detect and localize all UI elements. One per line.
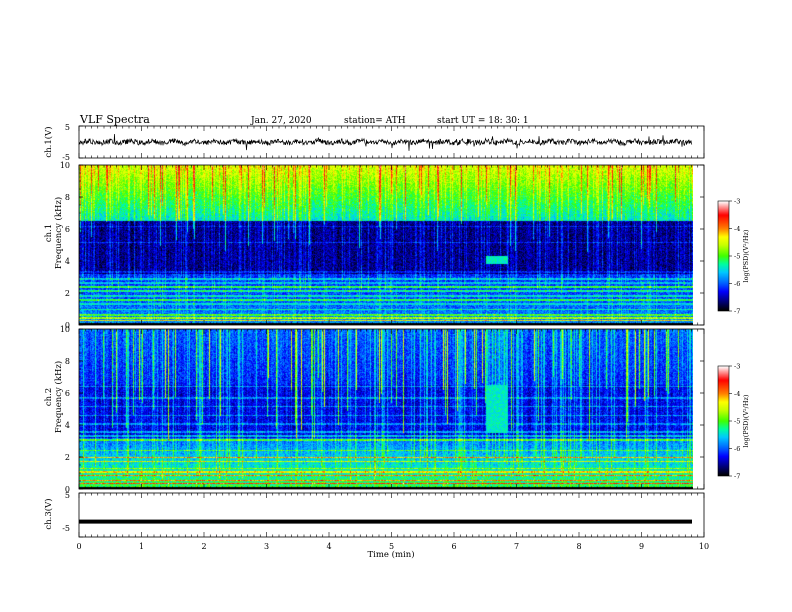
colorbar-tick-label: -7	[734, 308, 740, 316]
ytick-label: 10	[60, 161, 70, 170]
xtick-label: 4	[326, 542, 331, 551]
figure-title: VLF Spectra	[79, 113, 150, 126]
ch2-spectrogram-panel: 0 2 4 6 8 10 ch.2 Frequency (kHz) -3 -4 -5 -6 -7 …	[44, 325, 750, 494]
ch2-spectrogram-channel-label: ch.2	[44, 388, 54, 406]
xtick-label: 10	[699, 542, 709, 551]
ch1-waveform-line	[78, 133, 693, 151]
ch3-waveform-panel: 5 -5 ch.3(V)	[43, 491, 705, 538]
ch1-spectrogram-canvas-wrap	[79, 165, 693, 325]
colorbar-tick-label: -5	[734, 418, 740, 426]
xtick-label: 2	[201, 542, 206, 551]
ytick-label: 4	[65, 257, 70, 266]
ch3-ytick-top: 5	[65, 491, 70, 500]
colorbar-tick-label: -3	[734, 363, 740, 371]
xtick-label: 1	[139, 542, 144, 551]
ch1-colorbar-wrap	[718, 201, 729, 311]
ch1-spectrogram-empty-tail	[693, 165, 704, 325]
ch2-colorbar-wrap	[718, 366, 729, 476]
ch1-colorbar: -3 -4 -5 -6 -7 log(PSD)(V²/Hz)	[717, 198, 750, 316]
ch1-ytick-top: 5	[65, 123, 70, 132]
ch1-spectrogram-yticks: 0 2 4 6 8 10	[60, 161, 704, 330]
ch1-ytick-bottom: -5	[62, 153, 70, 162]
ch1-spectrogram-ylabel: Frequency (kHz)	[53, 197, 64, 269]
xtick-label: 7	[514, 542, 519, 551]
ch2-colorbar-gradient	[718, 366, 729, 476]
ch2-colorbar: -3 -4 -5 -6 -7 log(PSD)(V²/Hz)	[717, 363, 750, 481]
ch1-spectrogram-image	[79, 165, 693, 325]
colorbar-tick-label: -4	[734, 390, 740, 398]
ytick-label: 0	[65, 321, 70, 330]
xtick-label: 5	[389, 542, 394, 551]
ch2-spectrogram-yticks: 0 2 4 6 8 10	[60, 325, 704, 494]
time-axis-label: Time (min)	[367, 549, 414, 560]
ch1-colorbar-gradient	[718, 201, 729, 311]
colorbar-tick-label: -3	[734, 198, 740, 206]
colorbar-tick-label: -6	[734, 280, 740, 288]
ch2-spectrogram-empty-tail	[693, 329, 704, 489]
ch2-colorbar-ticks: -3 -4 -5 -6 -7	[729, 363, 740, 481]
ch3-waveform-frame	[78, 492, 705, 538]
ch1-waveform-panel: 5 -5 ch.1(V)	[43, 123, 705, 162]
ytick-label: 2	[65, 289, 70, 298]
date-label: Jan. 27, 2020	[250, 116, 312, 126]
ch1-colorbar-label: log(PSD)(V²/Hz)	[742, 229, 750, 282]
ytick-label: 6	[65, 389, 70, 398]
station-label: station= ATH	[344, 116, 406, 126]
xtick-label: 6	[451, 542, 456, 551]
ytick-label: 6	[65, 225, 70, 234]
ytick-label: 10	[60, 325, 70, 334]
ch3-ytick-bottom: -5	[62, 524, 70, 533]
colorbar-tick-label: -6	[734, 445, 740, 453]
ch3-waveform-ylabel: ch.3(V)	[43, 498, 54, 529]
ytick-label: 4	[65, 421, 70, 430]
ch2-colorbar-label: log(PSD)(V²/Hz)	[742, 394, 750, 447]
xtick-label: 9	[639, 542, 644, 551]
ch1-waveform-ylabel: ch.1(V)	[43, 126, 54, 157]
xtick-label: 8	[576, 542, 581, 551]
ch3-waveform-ticks	[79, 492, 83, 538]
xtick-label: 3	[264, 542, 269, 551]
xtick-label: 0	[76, 542, 81, 551]
ch1-colorbar-ticks: -3 -4 -5 -6 -7	[729, 198, 740, 316]
colorbar-tick-label: -5	[734, 253, 740, 261]
colorbar-tick-label: -4	[734, 225, 740, 233]
ch1-spectrogram-panel: 0 2 4 6 8 10 ch.1 Frequency (kHz) -3 -4 -5 -6 -7 …	[44, 161, 750, 330]
ch1-spectrogram-channel-label: ch.1	[44, 224, 54, 242]
ch2-spectrogram-ylabel: Frequency (kHz)	[53, 361, 64, 433]
time-axis: 0 1 2 3 4 5 6 7 8 9 10	[76, 126, 709, 551]
ch2-spectrogram-image	[79, 329, 693, 489]
start-time-label: start UT = 18: 30: 1	[437, 116, 529, 126]
ch2-spectrogram-canvas-wrap	[79, 329, 693, 489]
ytick-label: 0	[65, 485, 70, 494]
ytick-label: 2	[65, 453, 70, 462]
ytick-label: 8	[65, 357, 70, 366]
ch3-waveform-line	[79, 519, 692, 524]
colorbar-tick-label: -7	[734, 473, 740, 481]
ytick-label: 8	[65, 193, 70, 202]
ch1-waveform-ticks	[79, 125, 83, 159]
